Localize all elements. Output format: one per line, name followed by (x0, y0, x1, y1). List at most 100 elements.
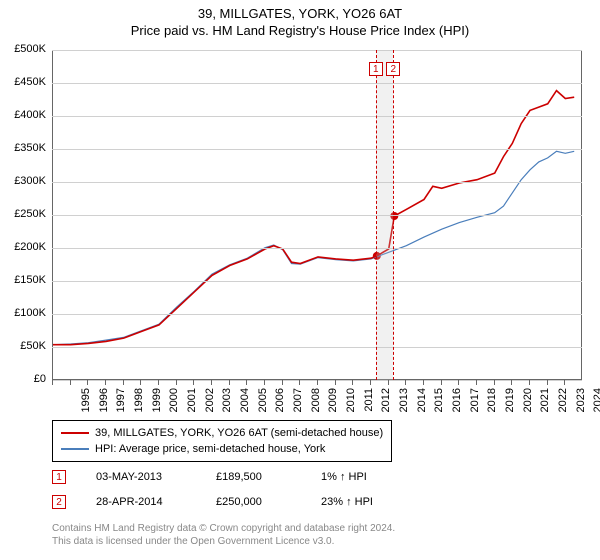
xtick (299, 380, 300, 385)
xtick (158, 380, 159, 385)
xtick-label: 2012 (380, 388, 392, 418)
xtick-label: 2022 (557, 388, 569, 418)
transaction-marker-top: 1 (369, 62, 383, 76)
plot-svg (53, 51, 583, 381)
xtick (458, 380, 459, 385)
xtick (511, 380, 512, 385)
xtick (123, 380, 124, 385)
ytick-label: £250K (0, 208, 46, 220)
transaction-date: 28-APR-2014 (96, 496, 186, 508)
xtick-label: 2006 (274, 388, 286, 418)
xtick-label: 2000 (168, 388, 180, 418)
xtick-label: 1997 (115, 388, 127, 418)
ytick-label: £450K (0, 76, 46, 88)
legend-label: HPI: Average price, semi-detached house,… (95, 443, 325, 455)
xtick (352, 380, 353, 385)
ytick-label: £100K (0, 307, 46, 319)
xtick-label: 1996 (98, 388, 110, 418)
xtick-label: 1995 (80, 388, 92, 418)
ytick-label: £0 (0, 373, 46, 385)
xtick-label: 2003 (221, 388, 233, 418)
ytick-label: £300K (0, 175, 46, 187)
xtick (547, 380, 548, 385)
ytick-label: £350K (0, 142, 46, 154)
xtick (370, 380, 371, 385)
ytick-label: £150K (0, 274, 46, 286)
xtick-label: 2010 (345, 388, 357, 418)
ytick-label: £500K (0, 43, 46, 55)
xtick-label: 2018 (486, 388, 498, 418)
transaction-row: 103-MAY-2013£189,5001% ↑ HPI (52, 470, 367, 484)
legend-item: 39, MILLGATES, YORK, YO26 6AT (semi-deta… (61, 425, 383, 441)
xtick-label: 1998 (133, 388, 145, 418)
xtick (176, 380, 177, 385)
xtick (317, 380, 318, 385)
transaction-price: £250,000 (216, 496, 291, 508)
transaction-vline (393, 50, 394, 380)
xtick (229, 380, 230, 385)
xtick-label: 2023 (575, 388, 587, 418)
xtick (423, 380, 424, 385)
xtick (70, 380, 71, 385)
xtick (529, 380, 530, 385)
xtick-label: 2017 (469, 388, 481, 418)
gridline-h (52, 314, 582, 315)
xtick (564, 380, 565, 385)
ytick-label: £200K (0, 241, 46, 253)
xtick (388, 380, 389, 385)
series-property (53, 91, 574, 345)
xtick (335, 380, 336, 385)
xtick-label: 2005 (257, 388, 269, 418)
transaction-band (376, 50, 393, 380)
gridline-h (52, 116, 582, 117)
chart-subtitle: Price paid vs. HM Land Registry's House … (0, 21, 600, 44)
chart-title: 39, MILLGATES, YORK, YO26 6AT (0, 0, 600, 21)
xtick-label: 2021 (539, 388, 551, 418)
transaction-price: £189,500 (216, 471, 291, 483)
gridline-h (52, 347, 582, 348)
chart-container: 39, MILLGATES, YORK, YO26 6AT Price paid… (0, 0, 600, 560)
gridline-h (52, 281, 582, 282)
legend-swatch (61, 448, 89, 450)
xtick (140, 380, 141, 385)
ytick-label: £400K (0, 109, 46, 121)
transaction-pct: 23% ↑ HPI (321, 496, 373, 508)
xtick-label: 2009 (327, 388, 339, 418)
footer-attribution: Contains HM Land Registry data © Crown c… (52, 522, 395, 548)
xtick-label: 2024 (592, 388, 600, 418)
gridline-h (52, 248, 582, 249)
xtick (105, 380, 106, 385)
xtick (87, 380, 88, 385)
transaction-vline (376, 50, 377, 380)
transaction-row: 2 28-APR-2014 £250,000 23% ↑ HPI (52, 495, 373, 509)
ytick-label: £50K (0, 340, 46, 352)
legend-swatch (61, 432, 89, 434)
xtick (405, 380, 406, 385)
gridline-h (52, 83, 582, 84)
xtick-label: 2001 (186, 388, 198, 418)
xtick (476, 380, 477, 385)
xtick (193, 380, 194, 385)
xtick (246, 380, 247, 385)
xtick-label: 2020 (522, 388, 534, 418)
xtick-label: 2014 (416, 388, 428, 418)
xtick-label: 2007 (292, 388, 304, 418)
gridline-h (52, 50, 582, 51)
transaction-number-box: 1 (52, 470, 66, 484)
xtick-label: 2013 (398, 388, 410, 418)
xtick-label: 2008 (310, 388, 322, 418)
xtick-label: 2002 (204, 388, 216, 418)
transaction-marker-top: 2 (386, 62, 400, 76)
xtick (52, 380, 53, 385)
transaction-date: 03-MAY-2013 (96, 471, 186, 483)
xtick-label: 2015 (433, 388, 445, 418)
xtick (264, 380, 265, 385)
transaction-number-box: 2 (52, 495, 66, 509)
xtick-label: 2004 (239, 388, 251, 418)
xtick-label: 2011 (363, 388, 375, 418)
footer-line-1: Contains HM Land Registry data © Crown c… (52, 522, 395, 535)
gridline-h (52, 215, 582, 216)
xtick-label: 1999 (151, 388, 163, 418)
gridline-h (52, 182, 582, 183)
xtick (494, 380, 495, 385)
